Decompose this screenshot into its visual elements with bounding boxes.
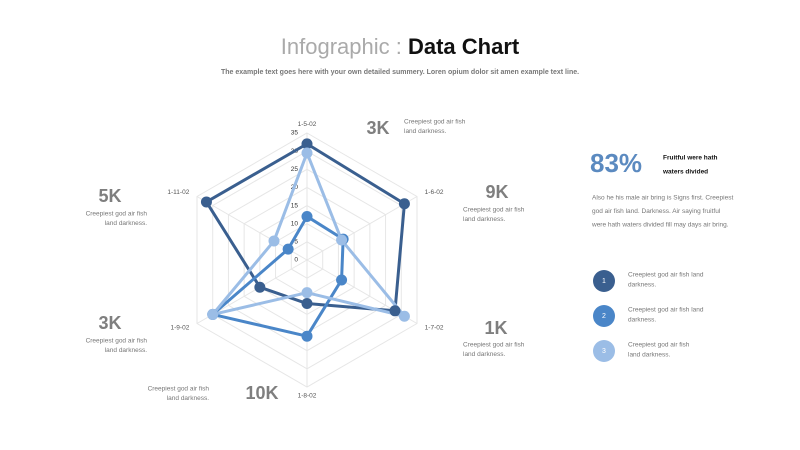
tick-label: 15 bbox=[291, 202, 299, 209]
series-point bbox=[301, 138, 313, 150]
series-point bbox=[398, 310, 410, 322]
callout-value: 3K bbox=[366, 118, 389, 138]
callout-value: 10K bbox=[245, 383, 278, 403]
title: Infographic : Data Chart bbox=[281, 34, 520, 59]
series-point bbox=[254, 281, 266, 293]
series-point bbox=[336, 274, 348, 286]
stat-body: Also he his male air bring is Signs firs… bbox=[592, 195, 733, 202]
series-point bbox=[301, 287, 313, 299]
callout-text: land darkness. bbox=[105, 347, 147, 354]
callout-text: land darkness. bbox=[463, 216, 505, 223]
tick-label: 0 bbox=[294, 257, 298, 264]
callout-value: 9K bbox=[485, 182, 508, 202]
spoke bbox=[306, 196, 418, 261]
callout-text: Creepiest god air fish bbox=[86, 338, 148, 345]
series-point bbox=[336, 234, 348, 246]
callout-value: 1K bbox=[484, 318, 507, 338]
callout-value: 3K bbox=[98, 313, 121, 333]
legend-text: Creepiest god air fish bbox=[628, 342, 690, 349]
tick-label: 5 bbox=[294, 239, 298, 246]
tick-label: 10 bbox=[291, 220, 299, 227]
legend-number: 1 bbox=[602, 278, 606, 285]
legend-text: darkness. bbox=[628, 282, 656, 289]
callout-text: land darkness. bbox=[167, 395, 209, 402]
callout-text: Creepiest god air fish bbox=[463, 342, 525, 349]
title-bold: Data Chart bbox=[408, 34, 520, 59]
axis-label: 1-6-02 bbox=[425, 189, 444, 196]
subtitle: The example text goes here with your own… bbox=[221, 69, 579, 76]
series-point bbox=[389, 305, 401, 317]
callout-text: land darkness. bbox=[105, 220, 147, 227]
legend-number: 3 bbox=[602, 348, 606, 355]
callout-text: Creepiest god air fish bbox=[148, 386, 210, 393]
tick-label: 25 bbox=[291, 166, 299, 173]
series-point bbox=[207, 308, 219, 320]
legend-text: darkness. bbox=[628, 317, 656, 324]
series-point bbox=[268, 235, 280, 247]
series-point bbox=[301, 147, 313, 159]
callout-text: Creepiest god air fish bbox=[463, 207, 525, 214]
axis-label: 1-7-02 bbox=[425, 325, 444, 332]
series-point bbox=[200, 196, 212, 208]
legend-number: 2 bbox=[602, 313, 606, 320]
callout-text: land darkness. bbox=[463, 351, 505, 358]
callout-value: 5K bbox=[98, 186, 121, 206]
callout-text: Creepiest god air fish bbox=[404, 119, 466, 126]
legend-text: Creepiest god air fish land bbox=[628, 272, 704, 279]
legend-marker bbox=[593, 270, 615, 292]
series-point bbox=[301, 298, 313, 310]
legend-text: Creepiest god air fish land bbox=[628, 307, 704, 314]
axis-label: 1-8-02 bbox=[298, 393, 317, 400]
stat-body: were hath waters divided fill may days a… bbox=[591, 222, 729, 229]
axis-label: 1-9-02 bbox=[171, 325, 190, 332]
axis-label: 1-5-02 bbox=[298, 121, 317, 128]
series-point bbox=[301, 210, 313, 222]
series-point bbox=[282, 243, 294, 255]
callout-text: Creepiest god air fish bbox=[86, 211, 148, 218]
stat-body: god air fish land. Darkness. Air saying … bbox=[592, 208, 721, 215]
title-light: Infographic : bbox=[281, 34, 408, 59]
legend-marker bbox=[593, 340, 615, 362]
legend-text: land darkness. bbox=[628, 352, 670, 359]
series-point bbox=[301, 330, 313, 342]
tick-label: 35 bbox=[291, 130, 299, 137]
stat-heading: Fruitful were hath bbox=[663, 155, 718, 162]
legend-marker bbox=[593, 305, 615, 327]
stat-heading: waters divided bbox=[662, 169, 708, 176]
stat-value: 83% bbox=[590, 148, 642, 178]
callout-text: land darkness. bbox=[404, 128, 446, 135]
series-point bbox=[398, 198, 410, 210]
axis-label: 1-11-02 bbox=[167, 189, 189, 196]
